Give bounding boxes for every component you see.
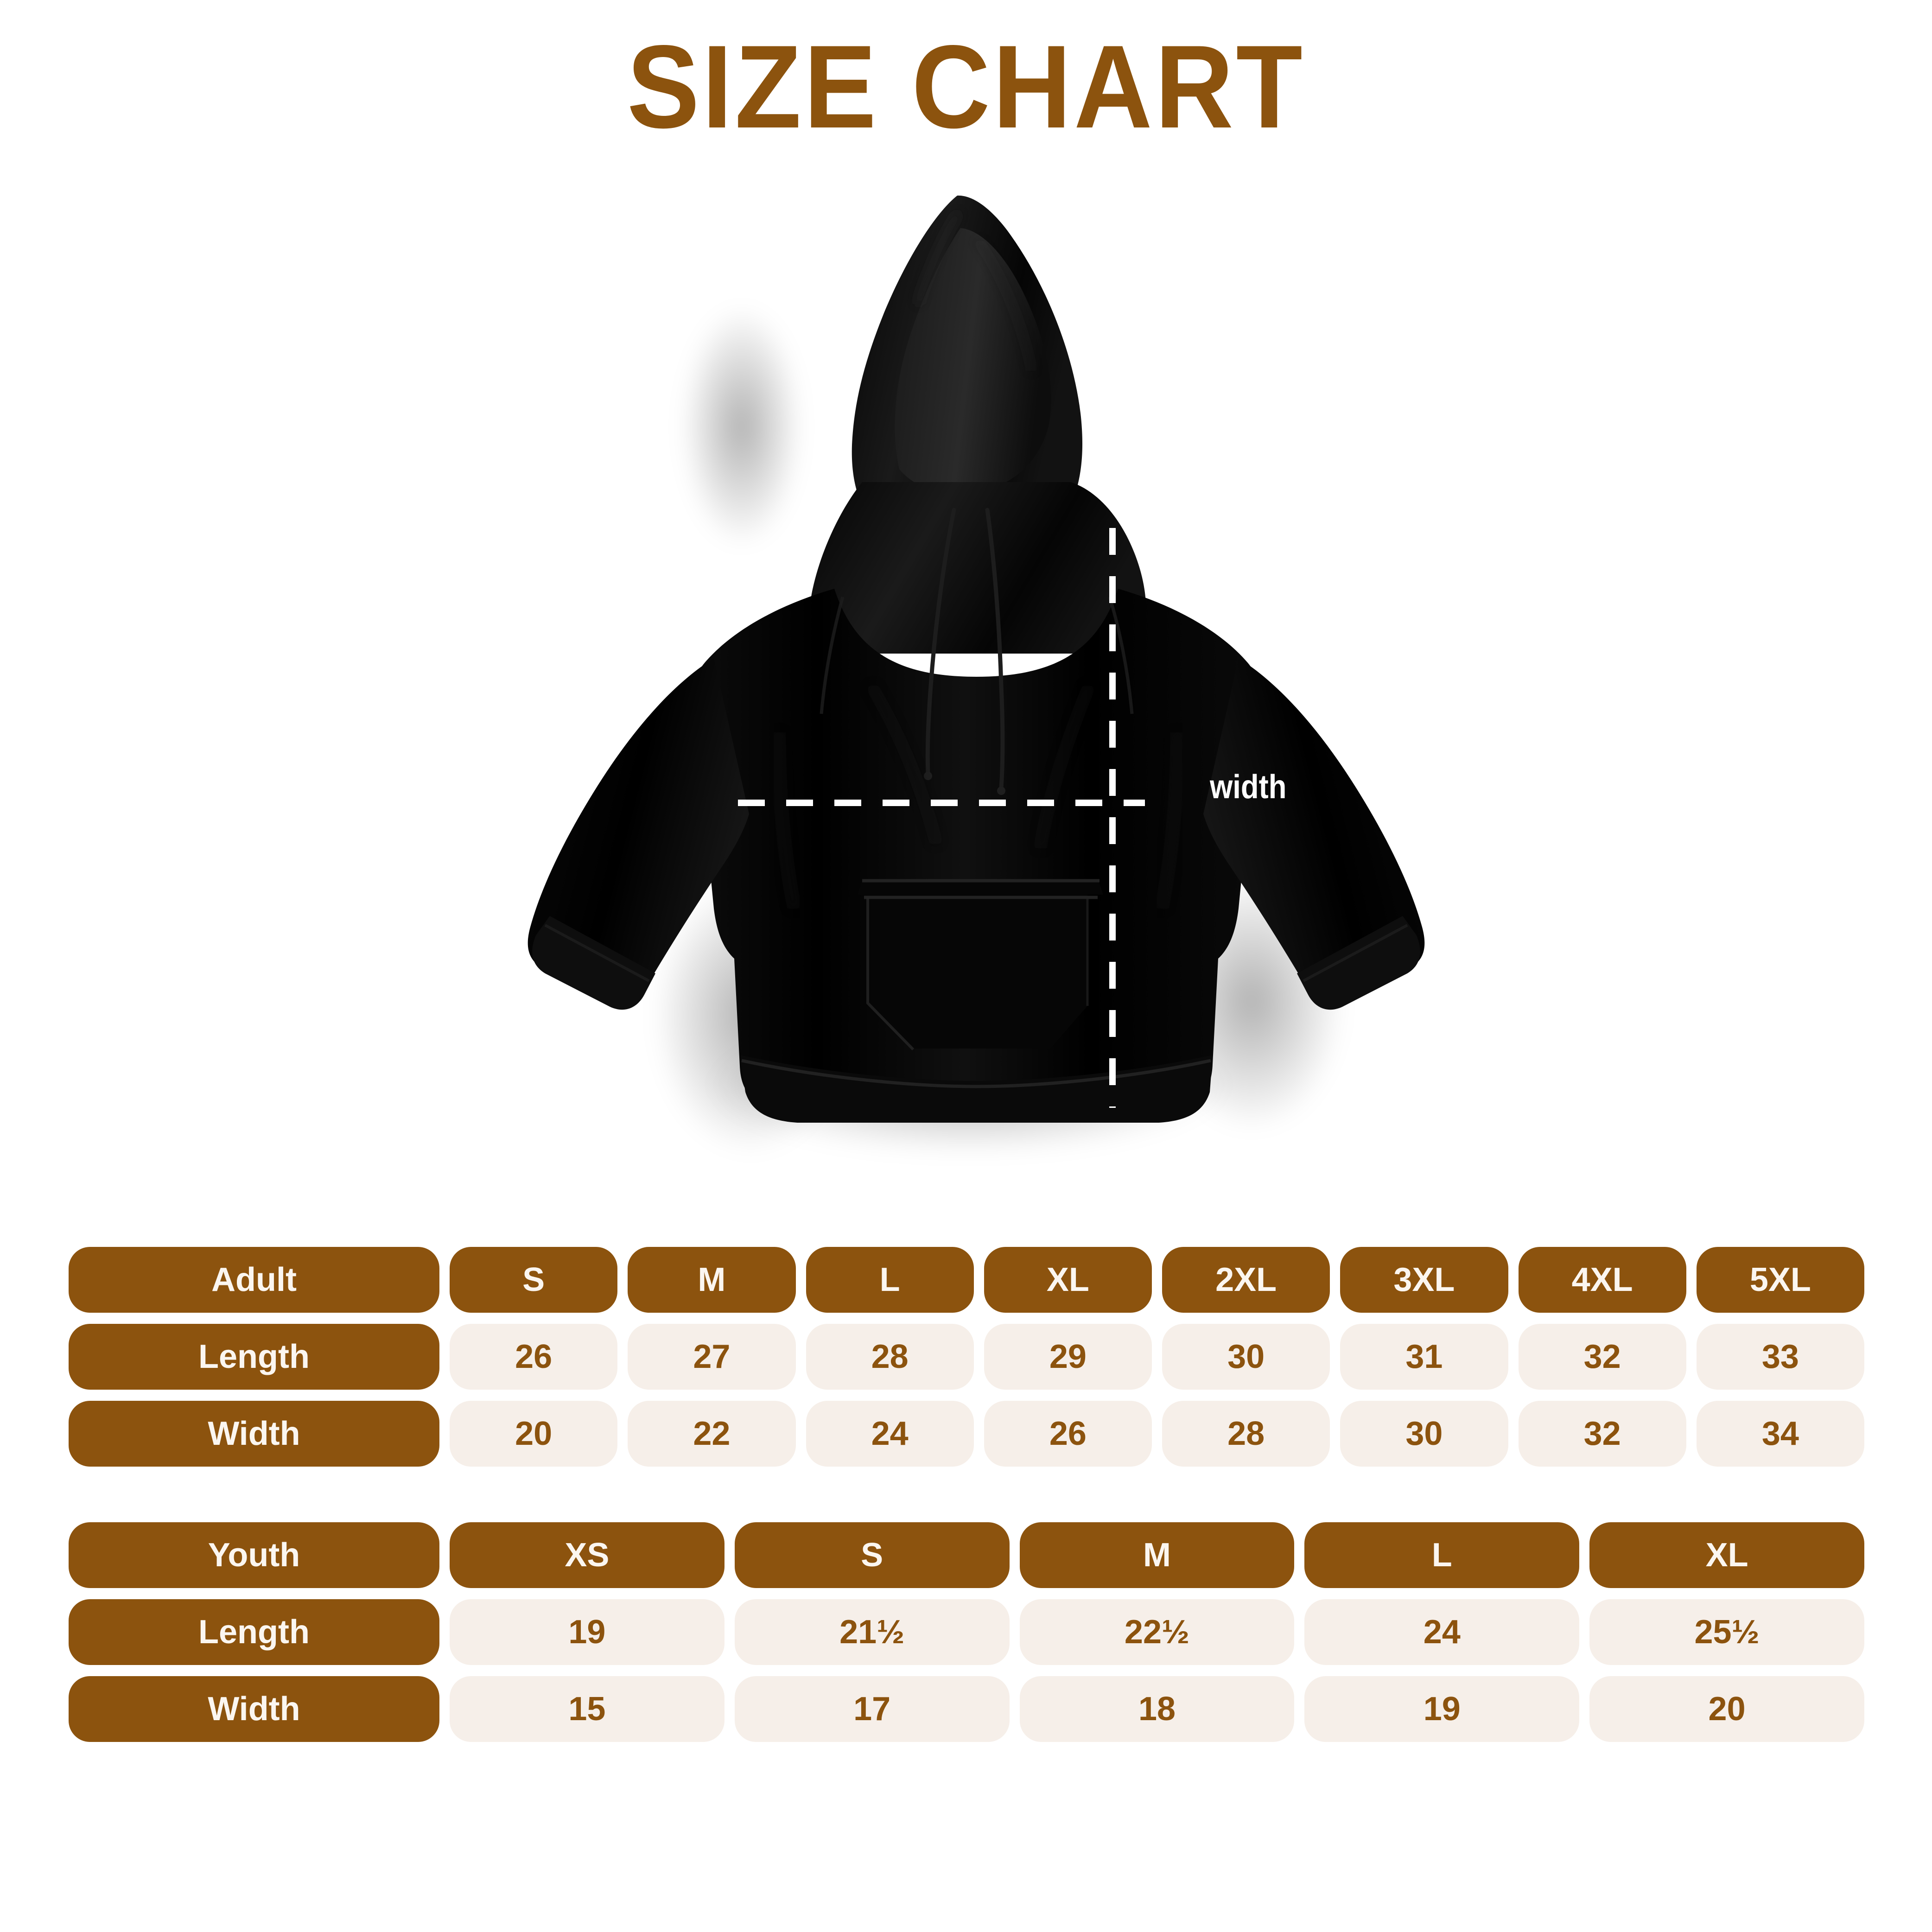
adult-width-2xl: 28 <box>1162 1401 1330 1467</box>
youth-length-xl: 25½ <box>1589 1599 1864 1665</box>
youth-size-table: Youth XS S M L XL Length 19 21½ 22½ 24 2… <box>69 1522 1864 1742</box>
adult-width-l: 24 <box>806 1401 974 1467</box>
adult-width-xl: 26 <box>984 1401 1152 1467</box>
adult-width-label: Width <box>69 1401 439 1467</box>
waist-rib-hem <box>740 1055 1213 1123</box>
adult-length-row: Length 26 27 28 29 30 31 32 33 <box>69 1324 1864 1390</box>
youth-size-header-m[interactable]: M <box>1019 1522 1295 1588</box>
adult-size-header-3xl[interactable]: 3XL <box>1340 1247 1508 1313</box>
adult-size-header-4xl[interactable]: 4XL <box>1518 1247 1686 1313</box>
adult-length-m: 27 <box>628 1324 796 1390</box>
adult-length-3xl: 31 <box>1340 1324 1508 1390</box>
right-cuff <box>1297 916 1420 1010</box>
hoodie-graphic <box>527 195 1425 1154</box>
right-sleeve <box>1203 658 1425 1004</box>
left-cuff <box>532 916 655 1010</box>
hoodie-illustration: width length <box>454 185 1569 1219</box>
adult-size-header-l[interactable]: L <box>806 1247 974 1313</box>
adult-table-title: Adult <box>69 1247 439 1313</box>
adult-width-row: Width 20 22 24 26 28 30 32 34 <box>69 1401 1864 1467</box>
drawstring-left <box>925 508 956 775</box>
adult-width-5xl: 34 <box>1696 1401 1864 1467</box>
youth-length-label: Length <box>69 1599 439 1665</box>
hood-neck <box>810 482 1146 654</box>
youth-header-row: Youth XS S M L XL <box>69 1522 1864 1588</box>
adult-length-xl: 29 <box>984 1324 1152 1390</box>
adult-length-l: 28 <box>806 1324 974 1390</box>
adult-size-header-5xl[interactable]: 5XL <box>1696 1247 1864 1313</box>
adult-length-s: 26 <box>450 1324 618 1390</box>
youth-width-s: 17 <box>734 1676 1010 1742</box>
adult-size-header-s[interactable]: S <box>450 1247 618 1313</box>
adult-length-2xl: 30 <box>1162 1324 1330 1390</box>
adult-length-label: Length <box>69 1324 439 1390</box>
adult-header-row: Adult S M L XL 2XL 3XL 4XL 5XL <box>69 1247 1864 1313</box>
length-measurement-label: length <box>1532 1131 1569 1220</box>
page-title: SIZE CHART <box>627 21 1305 153</box>
adult-size-header-xl[interactable]: XL <box>984 1247 1152 1313</box>
hood-inner <box>895 228 1051 494</box>
adult-width-4xl: 32 <box>1518 1401 1686 1467</box>
hoodie-body <box>693 589 1259 1106</box>
youth-length-row: Length 19 21½ 22½ 24 25½ <box>69 1599 1864 1665</box>
youth-table-title: Youth <box>69 1522 439 1588</box>
adult-size-table: Adult S M L XL 2XL 3XL 4XL 5XL Length 26… <box>69 1247 1864 1467</box>
youth-length-xs: 19 <box>450 1599 724 1665</box>
youth-width-m: 18 <box>1019 1676 1295 1742</box>
size-tables: Adult S M L XL 2XL 3XL 4XL 5XL Length 26… <box>69 1247 1864 1742</box>
youth-size-header-l[interactable]: L <box>1304 1522 1580 1588</box>
youth-width-l: 19 <box>1304 1676 1580 1742</box>
youth-width-xs: 15 <box>450 1676 724 1742</box>
youth-width-xl: 20 <box>1589 1676 1864 1742</box>
width-measurement-label: width <box>1210 769 1287 806</box>
youth-width-row: Width 15 17 18 19 20 <box>69 1676 1864 1742</box>
youth-length-m: 22½ <box>1019 1599 1295 1665</box>
adult-length-4xl: 32 <box>1518 1324 1686 1390</box>
adult-width-s: 20 <box>450 1401 618 1467</box>
youth-width-label: Width <box>69 1676 439 1742</box>
drawstring-right <box>985 508 1005 790</box>
left-sleeve <box>527 658 749 1004</box>
youth-size-header-s[interactable]: S <box>734 1522 1010 1588</box>
kangaroo-pocket <box>858 881 1103 1049</box>
youth-length-s: 21½ <box>734 1599 1010 1665</box>
youth-length-l: 24 <box>1304 1599 1580 1665</box>
adult-width-m: 22 <box>628 1401 796 1467</box>
youth-size-header-xs[interactable]: XS <box>450 1522 724 1588</box>
adult-width-3xl: 30 <box>1340 1401 1508 1467</box>
adult-size-header-m[interactable]: M <box>628 1247 796 1313</box>
adult-length-5xl: 33 <box>1696 1324 1864 1390</box>
adult-size-header-2xl[interactable]: 2XL <box>1162 1247 1330 1313</box>
youth-size-header-xl[interactable]: XL <box>1589 1522 1864 1588</box>
